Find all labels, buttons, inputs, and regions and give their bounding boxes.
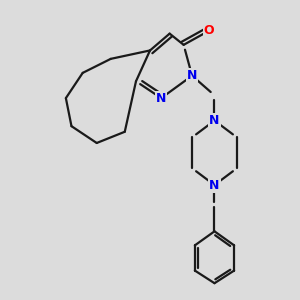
Text: O: O <box>204 24 214 37</box>
Text: N: N <box>156 92 166 105</box>
Text: N: N <box>187 69 197 82</box>
Text: N: N <box>209 114 220 127</box>
Text: N: N <box>209 178 220 192</box>
